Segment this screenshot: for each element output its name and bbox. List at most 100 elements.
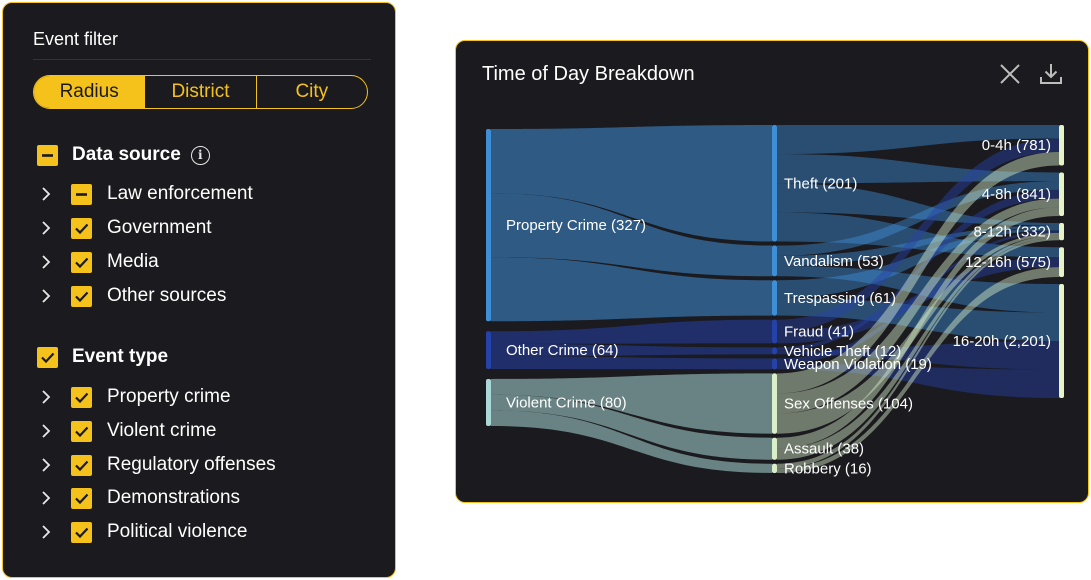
other-sources-label: Other sources [107, 285, 227, 306]
sankey-node-property[interactable] [486, 129, 491, 322]
violent-crime-label: Violent crime [107, 420, 217, 441]
indeterminate-icon [76, 192, 87, 196]
sankey-node-theft[interactable] [772, 125, 777, 242]
sankey-link[interactable] [777, 183, 1059, 226]
sankey-link[interactable] [491, 343, 772, 357]
chevron-right-icon[interactable] [37, 422, 55, 440]
tab-city[interactable]: City [255, 76, 367, 108]
sankey-link[interactable] [491, 319, 772, 344]
sankey-link[interactable] [777, 212, 1059, 258]
sankey-link[interactable] [777, 235, 1059, 460]
sankey-link[interactable] [777, 340, 1059, 370]
chevron-right-icon[interactable] [37, 253, 55, 271]
filter-row-property-crime: Property crime [37, 385, 231, 409]
sankey-link[interactable] [777, 237, 1059, 469]
sankey-link[interactable] [777, 230, 1059, 364]
sankey-link[interactable] [777, 189, 1059, 351]
government-checkbox[interactable] [71, 217, 92, 239]
close-button[interactable] [997, 61, 1023, 87]
filter-row-government: Government [37, 216, 212, 240]
download-button[interactable] [1038, 61, 1064, 87]
sankey-label-h4: 4-8h (841) [982, 186, 1051, 203]
sankey-label-vandalism: Vandalism (53) [784, 253, 884, 270]
checkmark-icon [41, 352, 55, 363]
demonstrations-checkbox[interactable] [71, 487, 92, 509]
demonstrations-label: Demonstrations [107, 487, 241, 508]
sankey-link[interactable] [777, 138, 1059, 332]
sankey-node-trespassing[interactable] [772, 280, 777, 316]
sankey-node-vehicle[interactable] [772, 347, 777, 355]
sankey-node-h16[interactable] [1059, 283, 1064, 398]
sankey-link[interactable] [491, 193, 772, 277]
sankey-node-violent[interactable] [486, 378, 491, 426]
chevron-right-icon[interactable] [37, 219, 55, 237]
sankey-node-weapon[interactable] [772, 358, 777, 370]
sankey-link[interactable] [491, 257, 772, 322]
panel-title: Event filter [33, 29, 119, 49]
sankey-node-h4[interactable] [1059, 172, 1064, 217]
event-type-checkbox[interactable] [37, 346, 58, 368]
sankey-link[interactable] [491, 394, 772, 460]
time-of-day-panel: Property Crime (327) Other Crime (64) Viol… [455, 40, 1089, 503]
sankey-link[interactable] [777, 257, 1059, 344]
sankey-link[interactable] [777, 181, 1059, 256]
sankey-link[interactable] [777, 232, 1059, 434]
checkmark-icon [75, 392, 89, 403]
sankey-node-h8[interactable] [1059, 223, 1064, 241]
sankey-label-assault: Assault (38) [784, 441, 864, 458]
sankey-link[interactable] [491, 125, 772, 242]
sankey-node-other[interactable] [486, 331, 491, 369]
sankey-label-h0: 0-4h (781) [982, 137, 1051, 154]
checkmark-icon [75, 460, 89, 471]
political-violence-checkbox[interactable] [71, 521, 92, 543]
filter-row-law-enforcement: Law enforcement [37, 182, 253, 206]
sankey-link[interactable] [777, 125, 1059, 155]
sankey-node-robbery[interactable] [772, 463, 777, 473]
chevron-right-icon[interactable] [37, 489, 55, 507]
sankey-link[interactable] [491, 356, 772, 370]
sankey-link[interactable] [777, 198, 1059, 414]
chevron-right-icon[interactable] [37, 185, 55, 203]
filter-row-demonstrations: Demonstrations [37, 486, 240, 510]
sankey-node-assault[interactable] [772, 437, 777, 460]
media-checkbox[interactable] [71, 251, 92, 273]
sankey-label-h16: 16-20h (2,201) [953, 333, 1051, 350]
sankey-link[interactable] [777, 225, 1059, 267]
sankey-node-sex[interactable] [772, 373, 777, 434]
sankey-link[interactable] [777, 297, 1059, 341]
sankey-link[interactable] [777, 267, 1059, 473]
violent-crime-checkbox[interactable] [71, 420, 92, 442]
property-crime-checkbox[interactable] [71, 386, 92, 408]
sankey-label-property: Property Crime (327) [506, 217, 646, 234]
sankey-link[interactable] [491, 410, 772, 473]
scope-segmented-control: Radius District City [33, 75, 368, 109]
chevron-right-icon[interactable] [37, 523, 55, 541]
tab-radius[interactable]: Radius [34, 76, 145, 108]
sankey-label-fraud: Fraud (41) [784, 324, 854, 341]
sankey-link[interactable] [777, 363, 1059, 398]
sankey-node-h0[interactable] [1059, 125, 1064, 166]
chevron-right-icon[interactable] [37, 388, 55, 406]
sankey-node-vandalism[interactable] [772, 245, 777, 277]
sankey-label-weapon: Weapon Violation (19) [784, 356, 932, 373]
sankey-link[interactable] [777, 227, 1059, 298]
law-enforcement-checkbox[interactable] [71, 183, 92, 205]
sankey-link[interactable] [777, 266, 1059, 313]
sankey-node-h12[interactable] [1059, 247, 1064, 277]
other-sources-checkbox[interactable] [71, 285, 92, 307]
download-icon [1040, 64, 1062, 84]
data-source-checkbox[interactable] [37, 144, 58, 166]
sankey-label-trespassing: Trespassing (61) [784, 290, 896, 307]
regulatory-offenses-label: Regulatory offenses [107, 454, 276, 475]
tab-district[interactable]: District [144, 76, 255, 108]
sankey-link[interactable] [777, 151, 1059, 394]
sankey-link[interactable] [491, 373, 772, 434]
chevron-right-icon[interactable] [37, 456, 55, 474]
chevron-right-icon[interactable] [37, 287, 55, 305]
sankey-link[interactable] [777, 154, 1059, 184]
sankey-node-fraud[interactable] [772, 319, 777, 344]
sankey-link[interactable] [777, 207, 1059, 449]
info-icon[interactable]: i [190, 145, 210, 165]
sankey-chart: Property Crime (327) Other Crime (64) Viol… [486, 125, 1064, 477]
regulatory-offenses-checkbox[interactable] [71, 454, 92, 476]
